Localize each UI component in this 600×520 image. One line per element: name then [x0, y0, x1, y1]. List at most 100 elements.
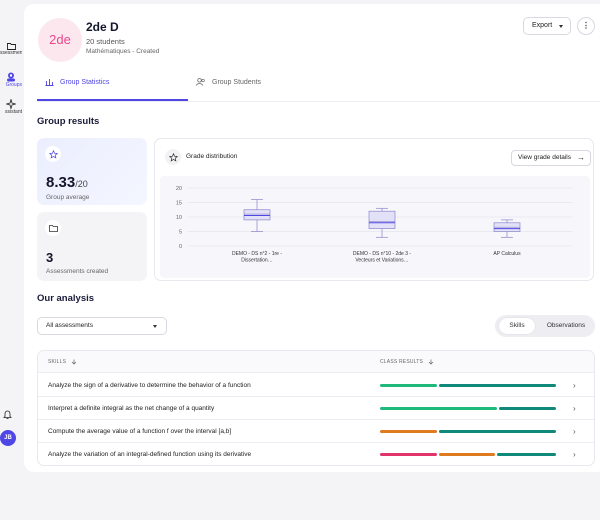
dist-icon-wrap — [165, 149, 181, 165]
result-segment — [438, 430, 556, 433]
average-value: 8.33 — [46, 174, 76, 191]
chevron-down-icon — [153, 325, 157, 328]
result-segment — [380, 384, 437, 387]
chevron-right-icon[interactable]: › — [573, 427, 576, 436]
group-meta: Mathématiques - Created — [86, 48, 160, 55]
export-button[interactable]: Export — [523, 17, 571, 35]
box-plot: 0 5 10 15 20 DEMO - DS n°2 - 1re -Dissertatio… — [176, 186, 572, 264]
toggle-observations[interactable]: Observations — [546, 322, 586, 329]
sidebar-item-label: ssessments — [0, 50, 22, 56]
table-row[interactable]: Analyze the variation of an integral-def… — [38, 443, 594, 465]
chevron-right-icon[interactable]: › — [573, 381, 576, 390]
user-avatar[interactable]: JB — [0, 430, 16, 446]
sidebar-item-label: Groups — [5, 82, 22, 88]
tab-group-statistics[interactable]: Group Statistics — [45, 78, 109, 102]
x-tick-label: AP Calculus — [493, 251, 521, 257]
table-row[interactable]: Interpret a definite integral as the net… — [38, 397, 594, 420]
chevron-right-icon[interactable]: › — [573, 450, 576, 459]
export-label: Export — [532, 22, 553, 29]
result-segment — [380, 407, 498, 410]
tab-label: Group Statistics — [60, 78, 110, 86]
toggle-skills[interactable]: Skills — [499, 318, 535, 334]
class-results-bar — [380, 453, 558, 456]
analysis-title: Our analysis — [37, 293, 95, 304]
class-results-bar — [380, 407, 558, 410]
class-results-bar — [380, 384, 558, 387]
y-tick-label: 10 — [176, 215, 182, 221]
y-tick-label: 5 — [179, 230, 182, 236]
table-header — [38, 351, 594, 373]
x-tick-label: Vecteurs et Variations… — [355, 258, 408, 264]
result-segment — [380, 430, 437, 433]
card-icon-wrap — [45, 146, 61, 162]
student-count: 20 students — [86, 37, 125, 46]
assessment-filter-select[interactable]: All assessments — [37, 317, 167, 335]
arrow-right-icon: → — [577, 153, 585, 162]
sparkle-icon — [6, 99, 16, 109]
chevron-right-icon[interactable]: › — [573, 404, 576, 413]
main-content: 2de 2de D 20 students Mathématiques - Cr… — [24, 4, 600, 472]
active-tab-indicator — [37, 99, 188, 101]
skill-name: Compute the average value of a function … — [48, 428, 232, 435]
table-row[interactable]: Analyze the sign of a derivative to dete… — [38, 374, 594, 397]
table-row[interactable]: Compute the average value of a function … — [38, 420, 594, 443]
average-denominator: /20 — [75, 179, 88, 189]
average-label: Group average — [46, 194, 90, 201]
result-segment — [438, 453, 496, 456]
assessments-label: Assessments created — [46, 268, 109, 275]
result-segment — [438, 384, 556, 387]
star-icon — [48, 149, 58, 159]
folder-icon — [6, 43, 16, 50]
left-sidebar: ssessments Groups ssistant JB — [0, 0, 22, 520]
group-avatar: 2de — [38, 18, 82, 62]
groups-icon — [7, 72, 15, 82]
folder-icon — [48, 224, 58, 232]
box-plot-area: 0 5 10 15 20 DEMO - DS n°2 - 1re - Dissertatio… — [160, 176, 590, 278]
result-segment — [380, 453, 437, 456]
x-tick-label: Dissertation… — [241, 258, 272, 264]
bar-chart-icon — [45, 79, 54, 86]
result-segment — [499, 407, 556, 410]
skill-name: Analyze the sign of a derivative to dete… — [48, 382, 251, 389]
average-value-wrap: 8.33/20 — [46, 174, 88, 191]
view-toggle: Skills Observations — [495, 315, 595, 337]
group-results-title: Group results — [37, 116, 100, 127]
class-results-bar — [380, 430, 558, 433]
sidebar-item-groups[interactable]: Groups — [0, 72, 22, 88]
skills-table: SKILLS CLASS RESULTS Analyze the sign of… — [37, 350, 595, 466]
sidebar-item-assessments[interactable]: ssessments — [0, 42, 22, 56]
y-tick-label: 15 — [176, 201, 182, 207]
tab-group-students[interactable]: Group Students — [196, 78, 261, 102]
column-header-results[interactable]: CLASS RESULTS — [380, 351, 434, 373]
grade-distribution-card: Grade distribution View grade details → … — [154, 138, 594, 281]
chevron-down-icon — [559, 25, 563, 28]
star-icon — [168, 152, 178, 162]
view-grade-details-button[interactable]: View grade details → — [511, 150, 591, 166]
result-segment — [497, 453, 556, 456]
box-iqr — [368, 210, 396, 229]
more-options-button[interactable]: ⋮ — [577, 17, 595, 35]
bell-icon[interactable] — [3, 410, 12, 420]
page-title: 2de D — [86, 20, 119, 34]
group-average-card: 8.33/20 Group average — [37, 138, 147, 205]
card-icon-wrap — [45, 220, 61, 236]
arrow-down-icon — [71, 359, 76, 365]
tab-label: Group Students — [212, 78, 262, 86]
sidebar-item-assistant[interactable]: ssistant — [0, 99, 22, 115]
filter-value: All assessments — [46, 322, 93, 329]
grade-distribution-title: Grade distribution — [186, 153, 238, 160]
assessments-value: 3 — [46, 250, 54, 265]
column-header-label: SKILLS — [48, 359, 67, 365]
view-grade-details-label: View grade details — [518, 154, 571, 161]
column-header-skills[interactable]: SKILLS — [48, 351, 77, 373]
assessments-card: 3 Assessments created — [37, 212, 147, 281]
box-iqr — [243, 209, 271, 221]
skill-name: Interpret a definite integral as the net… — [48, 405, 215, 412]
x-tick-label: DEMO - DS n°10 - 2de 3 - — [353, 251, 411, 257]
y-tick-label: 20 — [176, 186, 182, 192]
tab-divider — [37, 101, 600, 102]
arrow-down-icon — [428, 359, 433, 365]
sidebar-item-label: ssistant — [5, 109, 22, 115]
column-header-label: CLASS RESULTS — [380, 359, 424, 365]
x-tick-label: DEMO - DS n°2 - 1re - — [232, 251, 282, 257]
